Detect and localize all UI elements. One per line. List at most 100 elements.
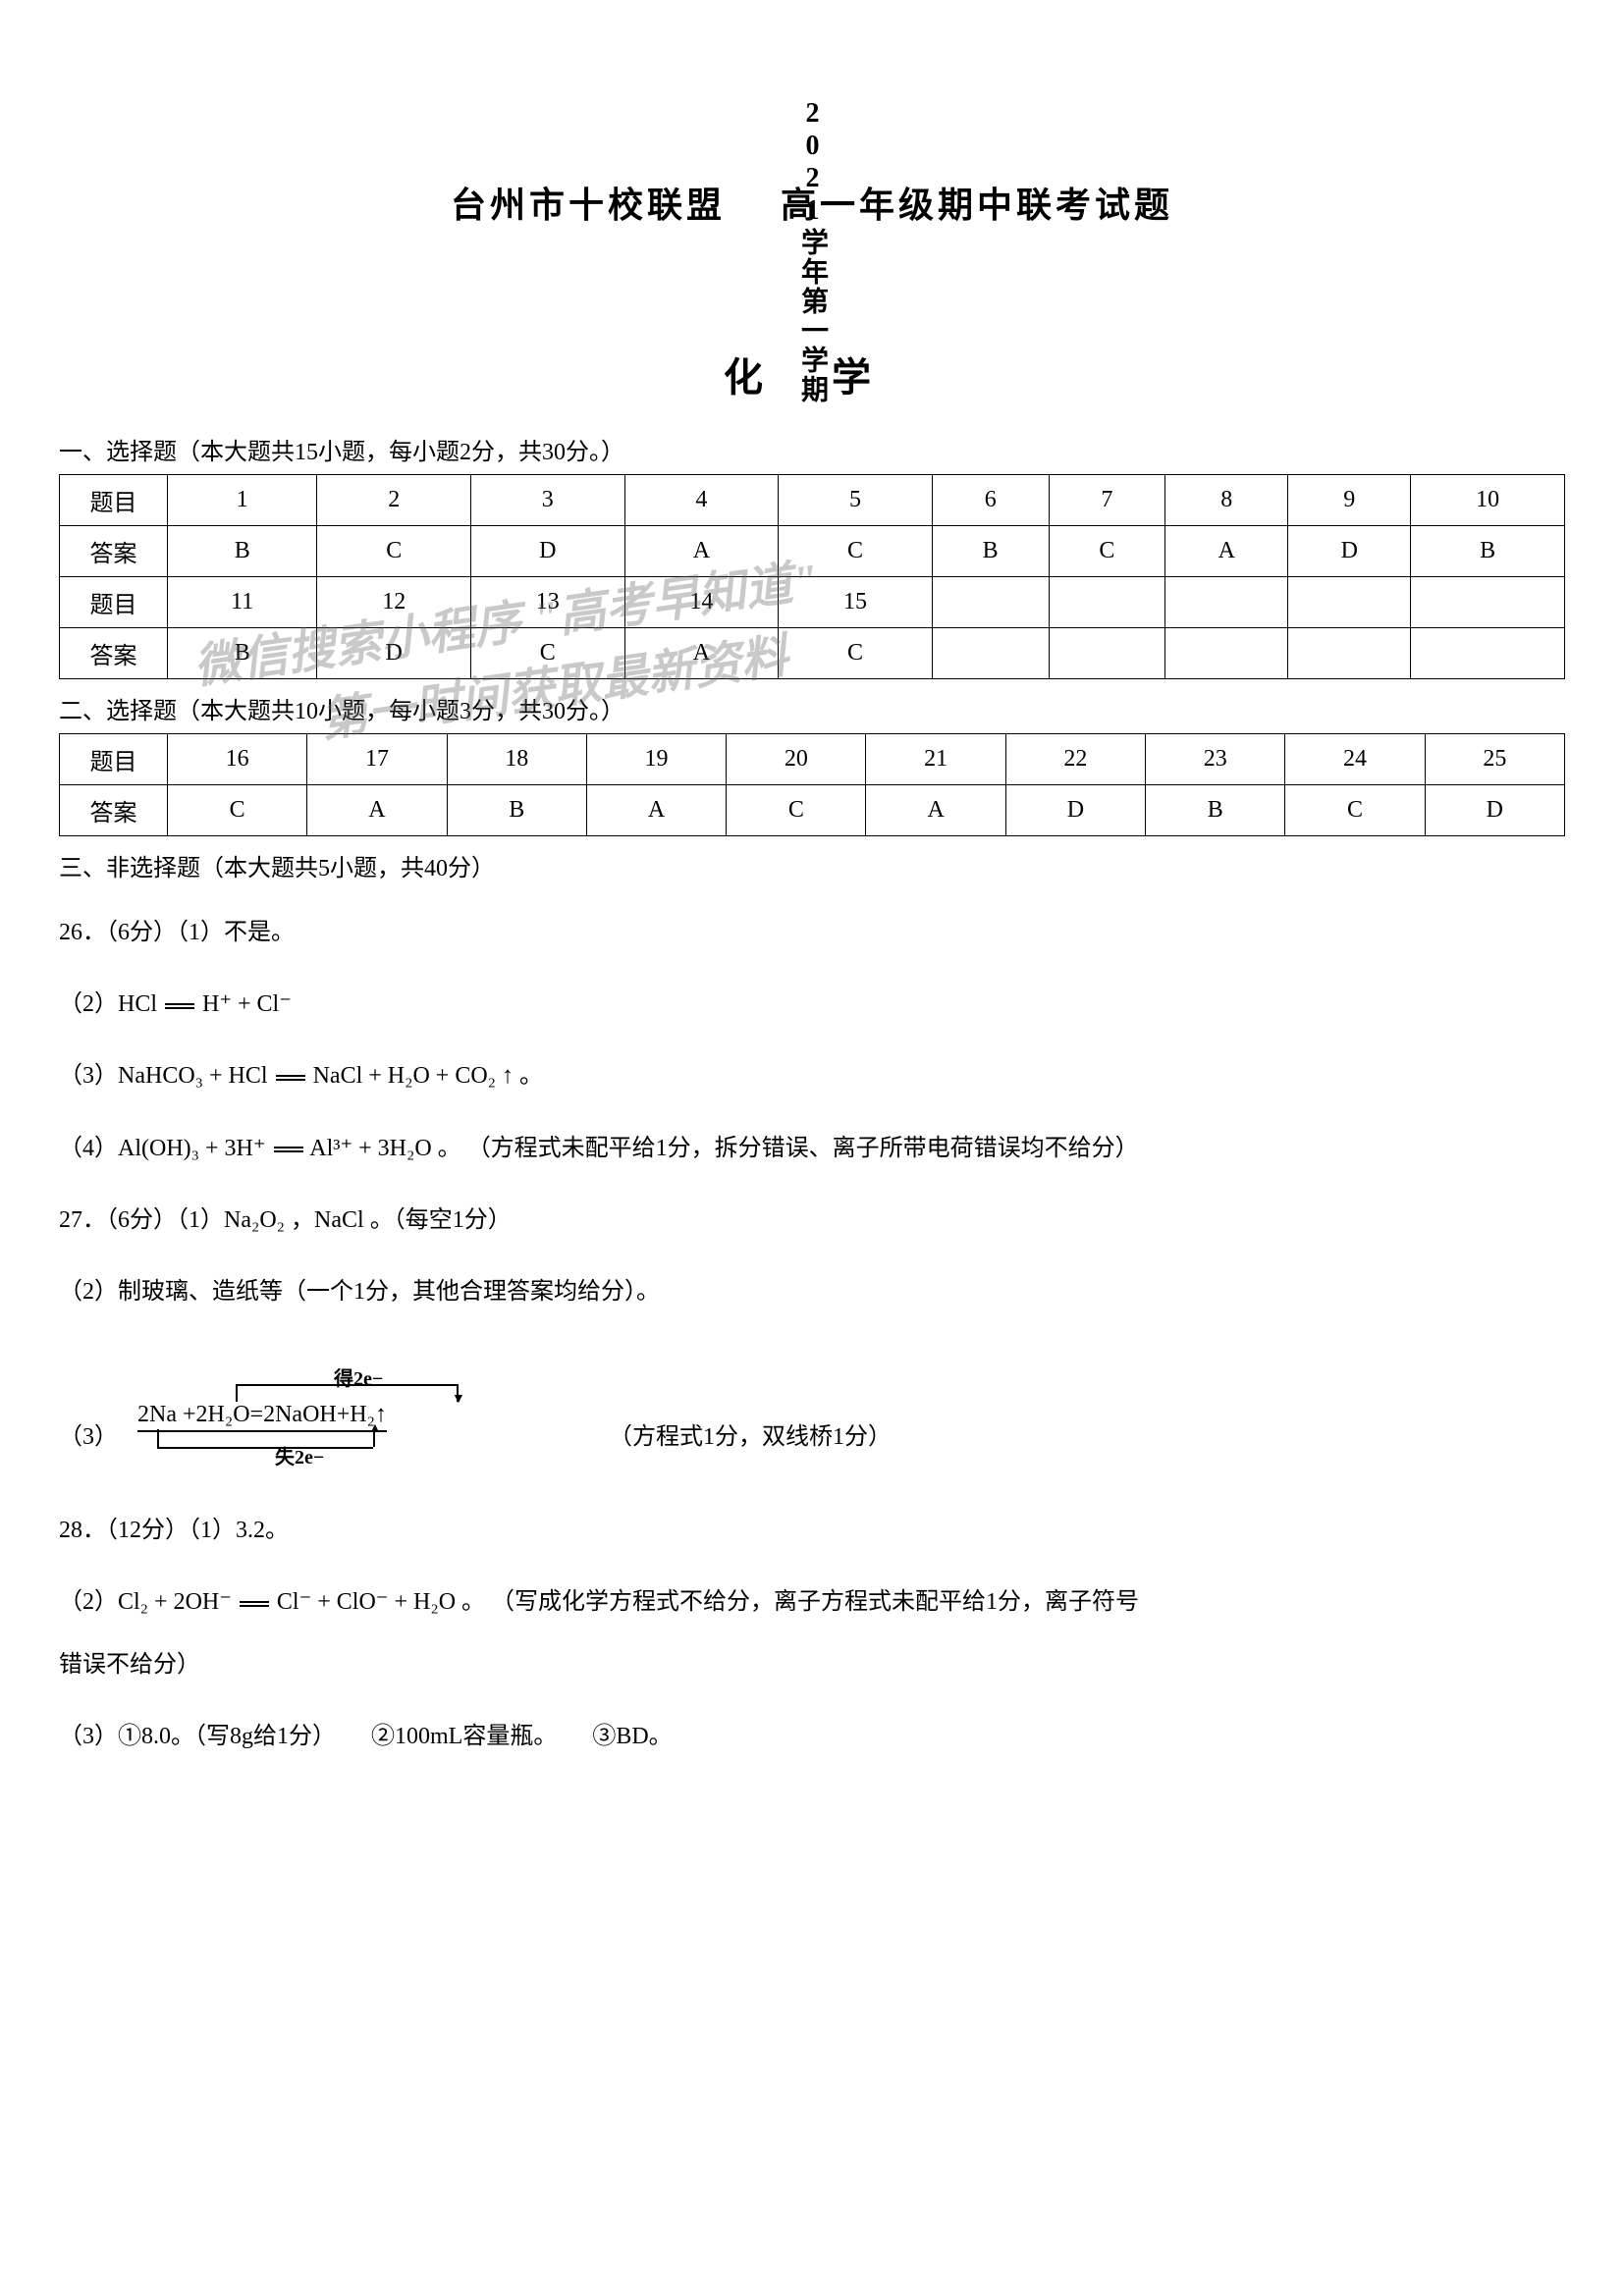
equals-icon [165, 1003, 194, 1009]
table-row: 答案 B C D A C B C A D B [60, 526, 1565, 577]
table-cell: 17 [307, 734, 447, 785]
table-cell: 2 [317, 475, 471, 526]
table-cell: 25 [1425, 734, 1564, 785]
table-cell: C [1049, 526, 1165, 577]
table-cell: A [624, 628, 779, 679]
q26-1: 26．（6分）（1）不是。 [59, 912, 1565, 954]
table-cell [1411, 577, 1565, 628]
table-cell: 23 [1146, 734, 1285, 785]
title-right: 高一年级期中联考试题 [781, 186, 1173, 225]
table-cell: D [1005, 785, 1145, 836]
table-cell: B [1146, 785, 1285, 836]
eq-prefix: （4）Al(OH)₃ + 3H⁺ [59, 1136, 266, 1161]
q27-3-prefix: （3） [59, 1416, 118, 1451]
q27-2: （2）制玻璃、造纸等（一个1分，其他合理答案均给分）。 [59, 1271, 1565, 1313]
table-cell [1165, 628, 1288, 679]
table-cell: C [727, 785, 866, 836]
table-cell: 14 [624, 577, 779, 628]
row-label: 答案 [60, 526, 168, 577]
equals-icon [274, 1147, 303, 1152]
row-label: 题目 [60, 475, 168, 526]
section1-header: 一、选择题（本大题共15小题，每小题2分，共30分。） [59, 432, 1565, 466]
table-cell: B [168, 628, 317, 679]
table-cell [1288, 577, 1411, 628]
table-row: 题目 11 12 13 14 15 [60, 577, 1565, 628]
row-label: 题目 [60, 577, 168, 628]
table-cell: 13 [471, 577, 625, 628]
q28-2: （2）Cl₂ + 2OH⁻ Cl⁻ + ClO⁻ + H₂O 。 （写成化学方程… [59, 1581, 1565, 1624]
eq-prefix: （2）HCl [59, 991, 157, 1017]
eq-prefix: （3）NaHCO₃ + HCl [59, 1063, 268, 1089]
q27-3-note: （方程式1分，双线桥1分） [609, 1424, 892, 1450]
eq-suffix: NaCl + H₂O + CO₂ ↑ 。 [313, 1063, 543, 1089]
table-cell: 24 [1285, 734, 1425, 785]
q26-2: （2）HCl H⁺ + Cl⁻ [59, 984, 1565, 1026]
eq-mid: Cl⁻ + ClO⁻ + H₂O 。 [277, 1589, 485, 1615]
table-cell: C [168, 785, 307, 836]
table-cell: A [307, 785, 447, 836]
double-bridge-diagram: 得2e− ▼ 2Na +2H₂O=2NaOH+H₂↑ ▲ 失2e− [137, 1362, 530, 1461]
table-row: 题目 1 2 3 4 5 6 7 8 9 10 [60, 475, 1565, 526]
table-cell: A [1165, 526, 1288, 577]
table-cell: 4 [624, 475, 779, 526]
eq-suffix: H⁺ + Cl⁻ [202, 991, 292, 1017]
table-cell: C [317, 526, 471, 577]
q26-3: （3）NaHCO₃ + HCl NaCl + H₂O + CO₂ ↑ 。 [59, 1055, 1565, 1097]
table-cell: B [932, 526, 1049, 577]
table-cell: A [624, 526, 779, 577]
eq-prefix: （2）Cl₂ + 2OH⁻ [59, 1589, 232, 1615]
table-cell: 19 [586, 734, 726, 785]
row-label: 答案 [60, 628, 168, 679]
table-cell [932, 628, 1049, 679]
table-cell: C [1285, 785, 1425, 836]
table-cell: 22 [1005, 734, 1145, 785]
q27-1: 27．（6分）（1）Na₂O₂ ，NaCl 。（每空1分） [59, 1200, 1565, 1242]
table-cell: 15 [779, 577, 933, 628]
section3-header: 三、非选择题（本大题共5小题，共40分） [59, 848, 1565, 882]
table-cell: 12 [317, 577, 471, 628]
table-cell: 9 [1288, 475, 1411, 526]
table-cell: D [1425, 785, 1564, 836]
table-cell: 3 [471, 475, 625, 526]
gain-electron-label: 得2e− [334, 1362, 383, 1391]
section2-header: 二、选择题（本大题共10小题，每小题3分，共30分。） [59, 691, 1565, 725]
table-row: 题目 16 17 18 19 20 21 22 23 24 25 [60, 734, 1565, 785]
table-cell: B [1411, 526, 1565, 577]
table-cell: C [471, 628, 625, 679]
row-label: 答案 [60, 785, 168, 836]
table-cell: D [1288, 526, 1411, 577]
eq-mid: Al³⁺ + 3H₂O 。 [309, 1136, 460, 1161]
table-cell: 21 [866, 734, 1005, 785]
title-left: 台州市十校联盟 [451, 186, 726, 225]
equals-icon [240, 1601, 269, 1607]
table-cell: B [168, 526, 317, 577]
q28-1: 28．（12分）（1）3.2。 [59, 1510, 1565, 1552]
table-row: 答案 B D C A C [60, 628, 1565, 679]
table-cell [1411, 628, 1565, 679]
table-cell: 11 [168, 577, 317, 628]
table-cell: D [317, 628, 471, 679]
answer-table-1: 题目 1 2 3 4 5 6 7 8 9 10 答案 B C D A C B C… [59, 474, 1565, 679]
table-cell: 6 [932, 475, 1049, 526]
vertical-semester-title: 2021学年第一学期 [792, 98, 832, 404]
table-cell [932, 577, 1049, 628]
eq-note: （方程式未配平给1分，拆分错误、离子所带电荷错误均不给分） [467, 1136, 1139, 1161]
table-cell [1049, 628, 1165, 679]
answer-table-2: 题目 16 17 18 19 20 21 22 23 24 25 答案 C A … [59, 733, 1565, 836]
table-row: 答案 C A B A C A D B C D [60, 785, 1565, 836]
table-cell: C [779, 526, 933, 577]
table-cell: 10 [1411, 475, 1565, 526]
q26-4: （4）Al(OH)₃ + 3H⁺ Al³⁺ + 3H₂O 。 （方程式未配平给1… [59, 1128, 1565, 1170]
table-cell [1288, 628, 1411, 679]
table-cell: 5 [779, 475, 933, 526]
table-cell [1049, 577, 1165, 628]
table-cell: A [866, 785, 1005, 836]
equals-icon [276, 1075, 305, 1081]
table-cell: D [471, 526, 625, 577]
table-cell [1165, 577, 1288, 628]
table-cell: 1 [168, 475, 317, 526]
eq-note: （写成化学方程式不给分，离子方程式未配平给1分，离子符号 [491, 1589, 1139, 1615]
table-cell: B [447, 785, 586, 836]
q28-2-cont: 错误不给分） [59, 1644, 1565, 1686]
equation-main: 2Na +2H₂O=2NaOH+H₂↑ [137, 1402, 387, 1432]
